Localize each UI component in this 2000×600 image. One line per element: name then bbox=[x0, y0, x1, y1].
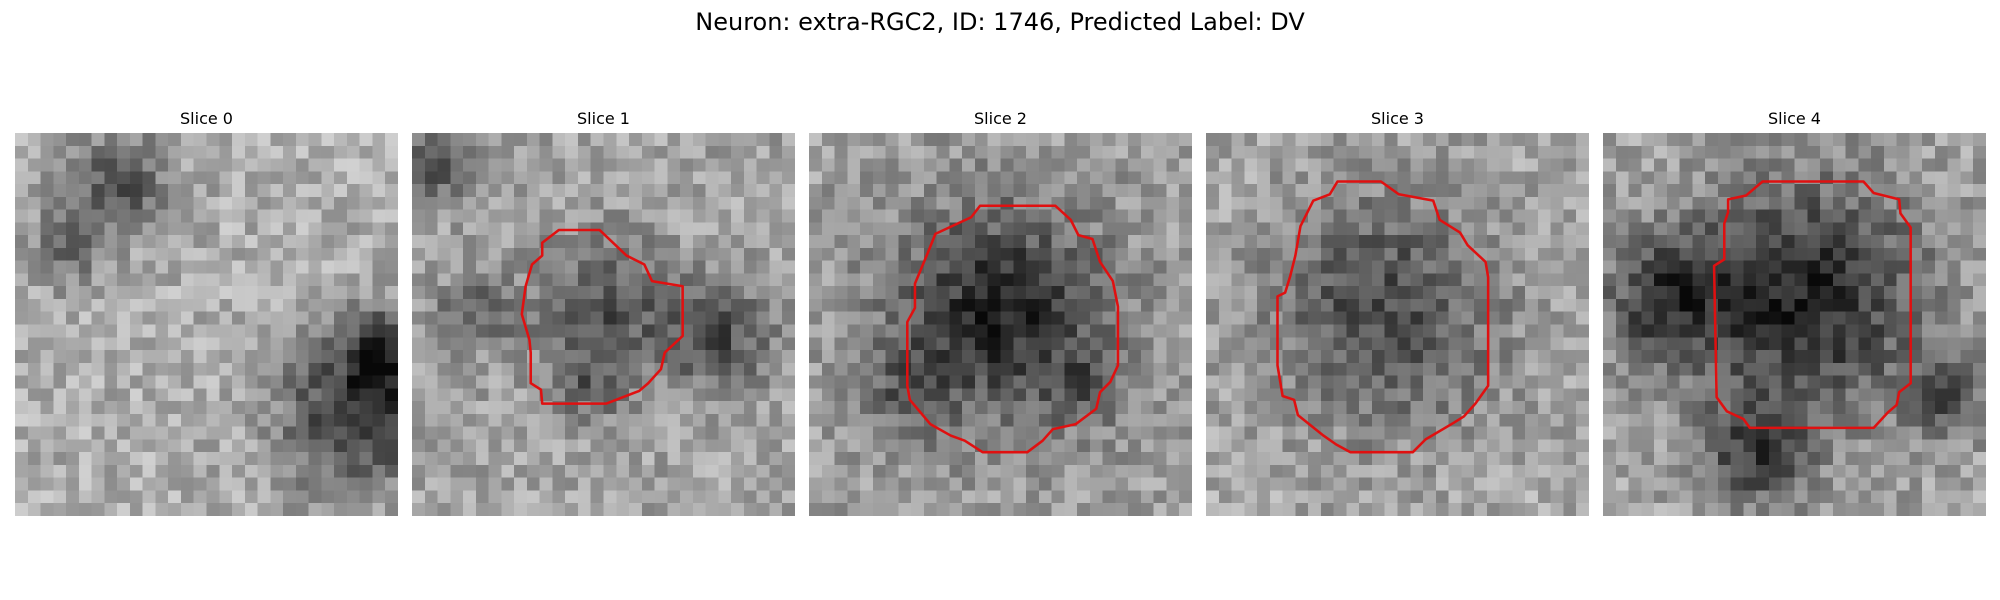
microscopy-slice-image bbox=[1206, 133, 1589, 516]
figure-title: Neuron: extra-RGC2, ID: 1746, Predicted … bbox=[695, 8, 1305, 36]
microscopy-slice-image bbox=[412, 133, 795, 516]
segmentation-contour bbox=[906, 204, 1120, 454]
slice-title: Slice 4 bbox=[1768, 109, 1821, 128]
segmentation-contour bbox=[1712, 180, 1912, 430]
slice-panel-0: Slice 0 bbox=[15, 108, 398, 516]
slice-panel-3: Slice 3 bbox=[1206, 108, 1589, 516]
slice-title: Slice 2 bbox=[974, 109, 1027, 128]
slice-panel-1: Slice 1 bbox=[412, 108, 795, 516]
segmentation-contour bbox=[1276, 180, 1490, 454]
microscopy-slice-image bbox=[15, 133, 398, 516]
slice-title: Slice 3 bbox=[1371, 109, 1424, 128]
microscopy-slice-image bbox=[809, 133, 1192, 516]
slice-title: Slice 1 bbox=[577, 109, 630, 128]
slice-panel-4: Slice 4 bbox=[1603, 108, 1986, 516]
microscopy-slice-image bbox=[1603, 133, 1986, 516]
segmentation-contour bbox=[520, 228, 684, 405]
slice-title: Slice 0 bbox=[180, 109, 233, 128]
slice-panel-2: Slice 2 bbox=[809, 108, 1192, 516]
